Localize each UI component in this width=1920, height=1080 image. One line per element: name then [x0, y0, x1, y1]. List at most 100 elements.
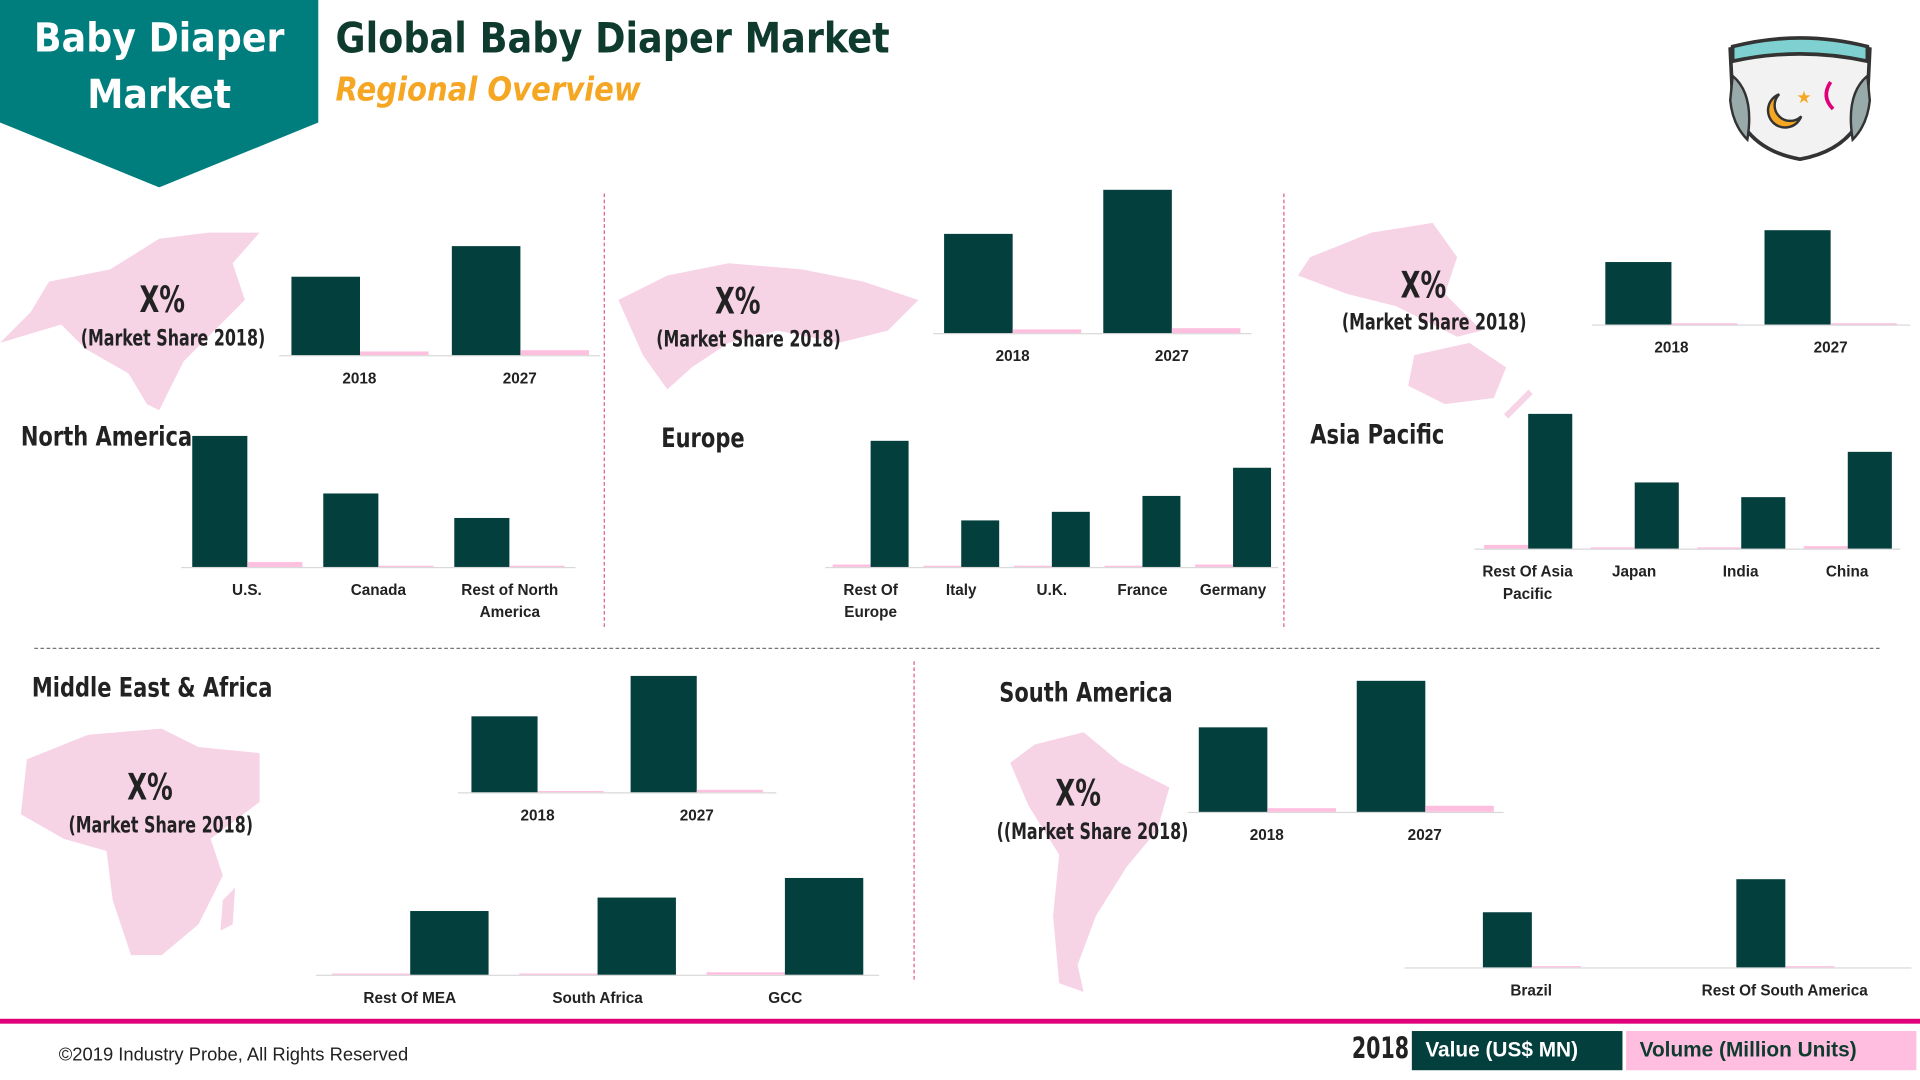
sa_top-volume-bar — [1266, 808, 1336, 812]
ap_top-volume-bar — [1671, 322, 1738, 325]
legend-volume: Volume (Million Units) — [1626, 1031, 1917, 1071]
sa_sub-value-bar — [1735, 879, 1785, 968]
title-badge — [0, 0, 319, 188]
sa_top-category-label: 2027 — [1407, 826, 1442, 844]
ap_sub-volume-bar — [1803, 546, 1848, 549]
ap_top-value-bar — [1764, 230, 1831, 325]
mea_top-volume-bar — [696, 789, 763, 793]
eu_sub-category-label: Italy — [945, 581, 977, 599]
region-title-asia-pacific: Asia Pacific — [1310, 420, 1445, 451]
eu_sub-category-label: Rest Of Europe — [843, 581, 898, 621]
na_sub-category-label: Rest of North America — [461, 581, 559, 621]
eu_sub-category-label: Germany — [1199, 581, 1267, 599]
mea_top-category-label: 2018 — [520, 806, 555, 825]
mea_sub-category-label: Rest Of MEA — [363, 989, 457, 1007]
eu_top-volume-bar — [1171, 328, 1241, 334]
ap_top-volume-bar — [1830, 322, 1897, 325]
ap_top-value-bar — [1605, 262, 1672, 325]
eu_sub-value-bar — [1142, 495, 1181, 567]
eu_top-value-bar — [944, 233, 1013, 334]
share-value-europe: X% — [714, 280, 761, 324]
ap_top-category-label: 2027 — [1813, 339, 1848, 357]
share-value-asia-pacific: X% — [1400, 264, 1447, 308]
ap_sub-volume-bar — [1696, 546, 1741, 549]
region-title-south-america: South America — [999, 678, 1173, 709]
ap_sub-category-label: Japan — [1611, 563, 1657, 581]
divider — [603, 193, 605, 627]
eu_sub-value-bar — [1233, 467, 1272, 567]
svg-text:★: ★ — [1796, 87, 1811, 107]
na_top-volume-bar — [519, 350, 589, 356]
mea_sub-category-label: South Africa — [552, 989, 643, 1007]
ap_sub-value-bar — [1527, 413, 1572, 549]
na_sub-volume-bar — [509, 565, 565, 567]
badge-line2: Market — [87, 69, 232, 118]
eu_sub-value-bar — [870, 440, 909, 567]
na_top-axis — [279, 355, 601, 357]
eu_sub-volume-bar — [1013, 565, 1052, 567]
ap_sub-value-bar — [1847, 451, 1892, 549]
divider — [34, 647, 1880, 649]
na_top-category-label: 2018 — [342, 369, 377, 387]
badge-text: Baby Diaper Market — [16, 10, 303, 123]
na_top-volume-bar — [359, 351, 428, 356]
eu_sub-volume-bar — [1195, 564, 1234, 567]
ap_top-category-label: 2018 — [1654, 339, 1689, 357]
sa_sub-volume-bar — [1531, 965, 1581, 968]
na_top-value-bar — [290, 276, 360, 356]
mea_sub-value-bar — [785, 877, 864, 975]
eu_top-value-bar — [1103, 189, 1172, 334]
ap_sub-category-label: China — [1825, 563, 1869, 581]
sa_sub-category-label: Brazil — [1510, 982, 1553, 1000]
sa_sub-volume-bar — [1784, 965, 1834, 968]
mea_top-value-bar — [471, 716, 538, 793]
copyright: ©2019 Industry Probe, All Rights Reserve… — [58, 1044, 409, 1066]
diaper-icon: ★ — [1728, 36, 1872, 162]
na_sub-volume-bar — [246, 562, 303, 567]
north-america-map — [0, 232, 260, 411]
ap_sub-value-bar — [1740, 497, 1785, 549]
ap_top-axis — [1591, 324, 1911, 326]
mea_sub-value-bar — [409, 911, 489, 975]
na_sub-category-label: Canada — [350, 581, 407, 599]
eu_sub-volume-bar — [832, 564, 871, 567]
legend-value: Value (US$ MN) — [1411, 1031, 1623, 1071]
mea_top-volume-bar — [537, 790, 604, 793]
page-title: Global Baby Diaper Market — [335, 14, 890, 64]
asia-pacific-map — [1297, 222, 1533, 419]
sa_sub-value-bar — [1482, 912, 1532, 968]
share-label-europe: (Market Share 2018) — [656, 326, 841, 353]
share-label-mea: (Market Share 2018) — [68, 813, 254, 839]
footer-rule — [0, 1018, 1920, 1024]
europe-map — [618, 263, 919, 390]
region-title-europe: Europe — [661, 423, 745, 455]
mea_sub-value-bar — [597, 897, 676, 975]
ap_sub-volume-bar — [1590, 546, 1635, 549]
share-label-north-america: (Market Share 2018) — [80, 325, 266, 352]
sa_top-volume-bar — [1424, 805, 1494, 812]
na_sub-category-label: U.S. — [232, 581, 262, 599]
share-label-asia-pacific: (Market Share 2018) — [1341, 309, 1527, 336]
na_sub-axis — [181, 566, 576, 569]
ap_sub-axis — [1474, 548, 1901, 550]
mea_top-value-bar — [630, 675, 697, 793]
ap_sub-volume-bar — [1483, 544, 1528, 549]
mea_top-category-label: 2027 — [679, 806, 714, 825]
na_top-value-bar — [451, 246, 520, 356]
ap_sub-value-bar — [1634, 482, 1679, 549]
divider — [913, 661, 915, 980]
eu_sub-value-bar — [961, 520, 1000, 567]
eu_top-axis — [933, 333, 1252, 335]
eu_top-category-label: 2018 — [995, 347, 1030, 365]
eu_sub-volume-bar — [1104, 565, 1143, 567]
mea_sub-volume-bar — [519, 972, 598, 975]
badge-line1: Baby Diaper — [33, 13, 285, 62]
divider — [1283, 193, 1285, 627]
mea_sub-volume-bar — [331, 972, 410, 975]
share-value-mea: X% — [127, 766, 173, 810]
region-title-mea: Middle East & Africa — [31, 673, 273, 705]
na_top-category-label: 2027 — [502, 369, 537, 387]
na_sub-value-bar — [323, 493, 379, 567]
mea_sub-volume-bar — [706, 972, 786, 975]
